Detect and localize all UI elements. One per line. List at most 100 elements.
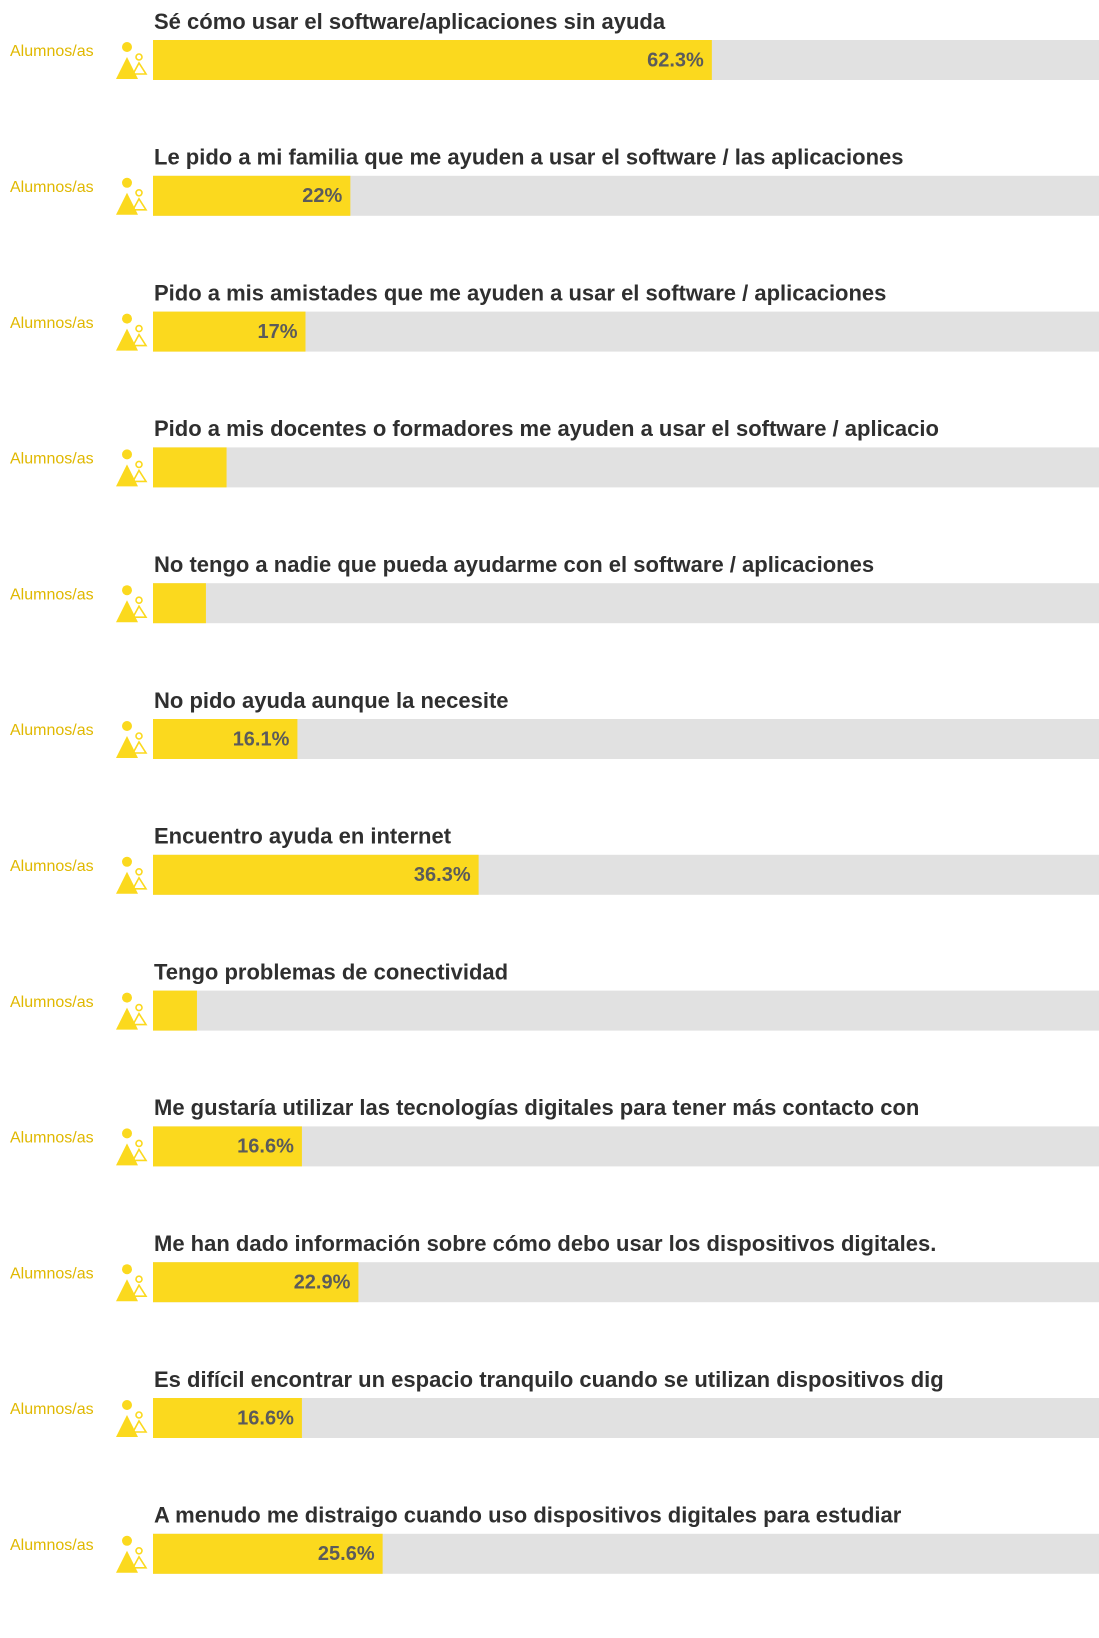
row-title: Pido a mis docentes o formadores me ayud… [154,416,939,441]
row-title: Le pido a mi familia que me ayuden a usa… [154,145,904,170]
row-title: Tengo problemas de conectividad [154,959,508,984]
bar-track [153,447,1099,488]
icon-head-2 [135,1139,143,1148]
icon-head [122,1400,132,1410]
row-title: No pido ayuda aunque la necesite [154,688,509,713]
value-label: 22% [302,185,342,207]
icon-body [116,736,138,758]
icon-body-2 [131,1012,148,1026]
value-label: 36.3% [414,864,471,886]
bar-track [153,719,1099,759]
group-icon [116,1264,148,1302]
bar-track [153,1126,1099,1167]
value-label: 17% [257,321,297,343]
row-title: Pido a mis amistades que me ayuden a usa… [154,280,886,305]
icon-body [116,464,138,487]
icon-head-2 [135,324,143,333]
bar-track [153,311,1099,352]
row-title: Sé cómo usar el software/aplicaciones si… [154,9,666,34]
icon-head [122,585,132,596]
group-icon [116,1400,148,1437]
icon-head-2 [135,460,143,469]
group-icon [116,992,148,1030]
icon-body [116,1415,138,1437]
row-title: Es difícil encontrar un espacio tranquil… [154,1367,944,1392]
bar [153,311,306,352]
group-icon [116,585,148,623]
group-icon [116,721,148,758]
group-icon [116,177,148,215]
group-label: Alumnos/as [10,1401,94,1418]
group-label: Alumnos/as [10,451,94,468]
icon-head-2 [135,1003,143,1012]
icon-body [116,600,138,623]
icon-head-2 [135,732,143,740]
icon-head [122,856,132,867]
icon-head [122,177,132,188]
value-label: 16.6% [237,1407,294,1429]
bar [153,175,351,216]
bar-track [153,1398,1099,1438]
icon-body [116,192,138,215]
group-icon [116,42,148,79]
bar [153,447,227,488]
group-icon [116,313,148,351]
icon-body-2 [131,604,148,619]
group-icon [116,1535,148,1573]
icon-head [122,1535,132,1546]
group-label: Alumnos/as [10,1265,94,1282]
icon-body-2 [131,333,148,347]
row-title: Me han dado información sobre cómo debo … [154,1231,936,1256]
bar [153,1398,302,1438]
icon-head-2 [135,1547,143,1555]
icon-body [116,57,138,79]
icon-body-2 [131,1283,148,1297]
bar [153,1126,302,1167]
group-label: Alumnos/as [10,1537,94,1554]
bar [153,719,298,759]
icon-head [122,992,132,1003]
bar [153,1533,383,1574]
value-label: 16.1% [233,728,290,750]
row-title: Encuentro ayuda en internet [154,824,452,849]
group-label: Alumnos/as [10,43,94,60]
value-label: 22.9% [294,1271,351,1293]
icon-body-2 [131,61,148,75]
icon-head-2 [135,596,143,605]
icon-body-2 [131,1555,148,1569]
bar [153,40,712,80]
icon-head [122,1264,132,1275]
icon-head-2 [135,867,143,876]
bar [153,1262,359,1303]
icon-head-2 [135,53,143,61]
value-label: 16.6% [237,1136,294,1158]
icon-head [122,42,132,52]
icon-head-2 [135,1411,143,1419]
icon-head-2 [135,1275,143,1283]
group-label: Alumnos/as [10,1130,94,1147]
icon-body-2 [131,876,148,890]
group-label: Alumnos/as [10,994,94,1011]
icon-body-2 [131,740,148,754]
icon-head-2 [135,189,143,197]
group-label: Alumnos/as [10,858,94,875]
icon-head [122,449,132,460]
row-title: No tengo a nadie que pueda ayudarme con … [154,552,874,577]
icon-body [116,1007,138,1030]
icon-body-2 [131,197,148,211]
bar [153,990,197,1031]
group-label: Alumnos/as [10,722,94,739]
icon-head [122,721,132,731]
icon-head [122,313,132,324]
icon-body [116,1143,138,1166]
group-icon [116,856,148,894]
bar [153,583,206,624]
value-label: 25.6% [318,1543,375,1565]
bar-track [153,583,1099,624]
icon-body-2 [131,468,148,483]
group-label: Alumnos/as [10,179,94,196]
icon-head [122,1128,132,1139]
bar [153,854,479,895]
icon-body-2 [131,1147,148,1162]
